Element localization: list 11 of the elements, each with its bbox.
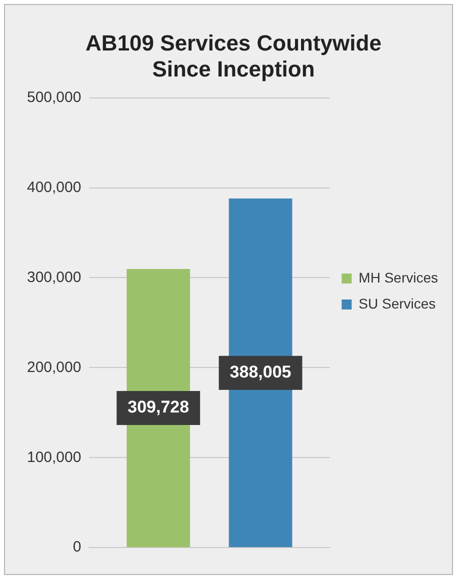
data-label: 388,005 bbox=[230, 362, 292, 382]
y-tick-label: 0 bbox=[72, 538, 82, 556]
y-tick-label: 100,000 bbox=[26, 448, 82, 466]
y-tick-label: 200,000 bbox=[26, 358, 82, 376]
y-tick-label: 500,000 bbox=[26, 88, 82, 106]
chart-title: AB109 Services Countywide Since Inception bbox=[86, 30, 382, 82]
legend-label: SU Services bbox=[358, 295, 436, 312]
y-tick-label: 300,000 bbox=[26, 268, 82, 286]
data-label: 309,728 bbox=[128, 398, 190, 417]
legend-label: MH Services bbox=[358, 269, 438, 286]
y-tick-label: 400,000 bbox=[26, 178, 82, 196]
